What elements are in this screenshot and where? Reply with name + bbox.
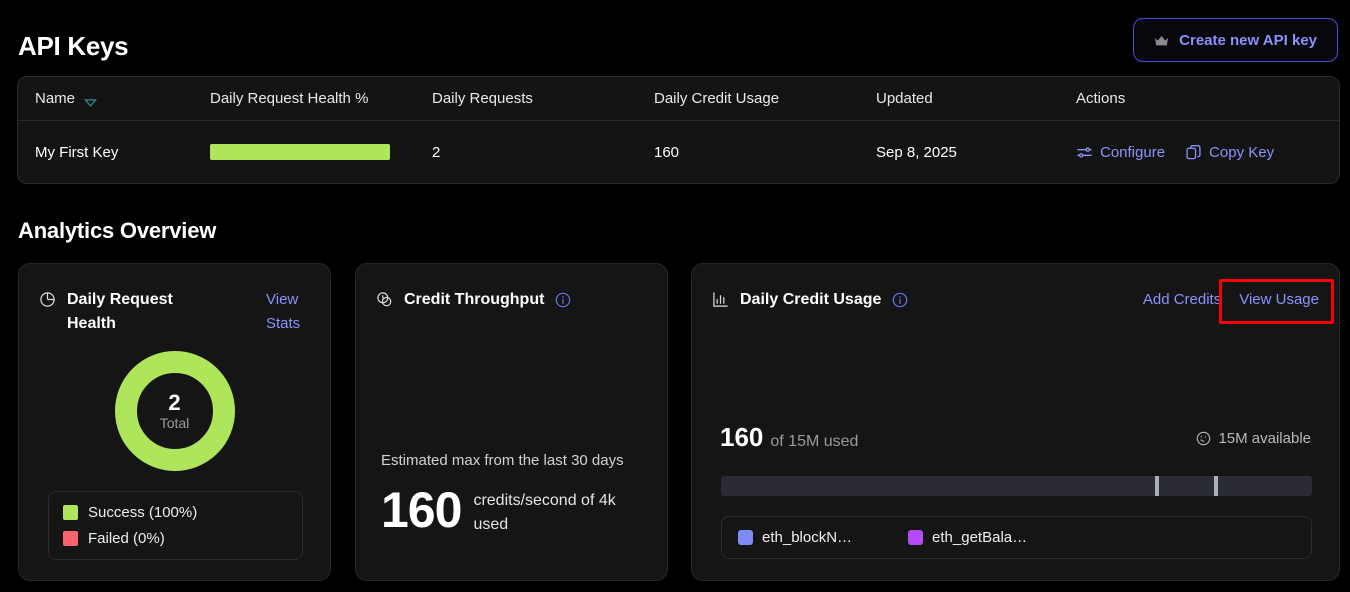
table-row: My First Key 2 160 Sep 8, 2025 Configure: [18, 121, 1339, 183]
health-card-header: Daily Request Health View Stats: [19, 264, 330, 336]
usage-bar-tick: [1214, 476, 1219, 496]
cell-daily-credit-usage: 160: [654, 143, 680, 161]
create-new-api-key-button[interactable]: Create new API key: [1133, 18, 1338, 62]
info-icon[interactable]: [555, 292, 571, 308]
health-card-title-group: Daily Request Health: [39, 288, 219, 336]
usage-card-actions: Add Credits View Usage: [1143, 288, 1319, 312]
info-icon[interactable]: [892, 292, 908, 308]
health-card-actions: View Stats: [266, 288, 310, 336]
usage-legend-item[interactable]: eth_getBala…: [908, 529, 1027, 546]
analytics-overview-title: Analytics Overview: [18, 218, 217, 243]
usage-progress-bar[interactable]: [721, 476, 1312, 496]
health-legend: Success (100%) Failed (0%): [48, 491, 303, 560]
legend-swatch-failed: [63, 531, 78, 546]
crown-icon: [1154, 34, 1169, 46]
cell-updated: Sep 8, 2025: [876, 143, 957, 161]
usage-available-text: 15M available: [1218, 430, 1311, 447]
throughput-value: 160: [381, 482, 462, 538]
coins-icon: [376, 291, 393, 308]
cell-actions: Configure Copy Key: [1076, 144, 1339, 161]
cell-key-name: My First Key: [35, 143, 119, 161]
copy-key-label: Copy Key: [1209, 143, 1275, 161]
legend-item: Failed (0%): [63, 530, 288, 547]
legend-label-failed: Failed (0%): [88, 530, 165, 547]
copy-icon: [1185, 144, 1202, 161]
legend-item: Success (100%): [63, 504, 288, 521]
column-header-name[interactable]: Name: [18, 90, 210, 107]
health-bar-fill: [210, 144, 390, 160]
throughput-card-title-group: Credit Throughput: [376, 288, 571, 312]
bar-chart-icon: [712, 291, 729, 308]
usage-stats-row: 160 of 15M used 15M available: [720, 422, 1311, 453]
legend-swatch-success: [63, 505, 78, 520]
column-header-health: Daily Request Health %: [210, 90, 369, 107]
legend-label-success: Success (100%): [88, 504, 198, 521]
configure-label: Configure: [1100, 143, 1166, 161]
daily-credit-usage-card: Daily Credit Usage Add Credits View Usag…: [691, 263, 1340, 581]
credit-throughput-card: Credit Throughput Estimated max from the…: [355, 263, 668, 581]
usage-legend: eth_blockN… eth_getBala…: [721, 516, 1312, 559]
daily-request-health-card: Daily Request Health View Stats 2 Total …: [18, 263, 331, 581]
column-header-daily-requests: Daily Requests: [432, 90, 533, 107]
throughput-subtitle: Estimated max from the last 30 days: [381, 452, 624, 469]
page-header: API Keys Create new API key: [0, 0, 1350, 76]
donut-total-label: Total: [159, 415, 190, 431]
donut-svg: [114, 351, 235, 471]
column-header-actions: Actions: [1076, 90, 1126, 107]
configure-button[interactable]: Configure: [1076, 144, 1165, 161]
column-header-daily-credit-usage: Daily Credit Usage: [654, 90, 780, 107]
sliders-icon: [1076, 144, 1093, 161]
throughput-unit: credits/second of 4k used: [473, 492, 616, 533]
column-header-updated: Updated: [876, 90, 933, 107]
usage-card-title-group: Daily Credit Usage: [712, 288, 908, 312]
view-stats-link[interactable]: View Stats: [266, 291, 301, 332]
legend-swatch-eth-getbalance: [908, 530, 924, 545]
legend-label-eth-getbalance: eth_getBala…: [932, 529, 1028, 546]
usage-card-header: Daily Credit Usage Add Credits View Usag…: [692, 264, 1339, 312]
usage-bar-tick: [1155, 476, 1160, 496]
legend-label-eth-blocknumber: eth_blockN…: [762, 529, 853, 546]
donut-center-text: 2 Total: [115, 351, 235, 471]
throughput-card-title: Credit Throughput: [404, 291, 545, 308]
pie-chart-icon: [39, 291, 56, 308]
health-donut-chart: 2 Total: [114, 351, 235, 471]
throughput-card-header: Credit Throughput: [356, 264, 667, 312]
usage-available-group: 15M available: [1196, 430, 1311, 447]
table-header-row: Name Daily Request Health % Daily Reques…: [18, 77, 1339, 121]
throughput-value-group: 160 credits/second of 4k used: [381, 482, 649, 538]
health-card-title: Daily Request Health: [67, 291, 173, 332]
health-donut-wrapper: 2 Total: [19, 351, 330, 471]
usage-card-title: Daily Credit Usage: [740, 291, 882, 308]
cell-daily-requests: 2: [432, 143, 441, 161]
donut-total-value: 2: [168, 390, 181, 415]
usage-used-of: of 15M used: [770, 433, 859, 450]
usage-used-value: 160: [720, 422, 764, 452]
chevron-down-icon[interactable]: [84, 94, 97, 107]
cell-health-bar: [210, 144, 432, 160]
add-credits-link[interactable]: Add Credits: [1142, 291, 1222, 308]
page-title: API Keys: [18, 31, 129, 61]
api-keys-table: Name Daily Request Health % Daily Reques…: [17, 76, 1340, 184]
usage-legend-item[interactable]: eth_blockN…: [738, 529, 852, 546]
legend-swatch-eth-blocknumber: [738, 530, 753, 545]
column-header-name-label: Name: [35, 90, 76, 107]
view-usage-link[interactable]: View Usage: [1239, 291, 1319, 308]
smiley-icon: [1196, 431, 1211, 446]
copy-key-button[interactable]: Copy Key: [1185, 144, 1274, 161]
create-new-api-key-label: Create new API key: [1179, 31, 1317, 49]
